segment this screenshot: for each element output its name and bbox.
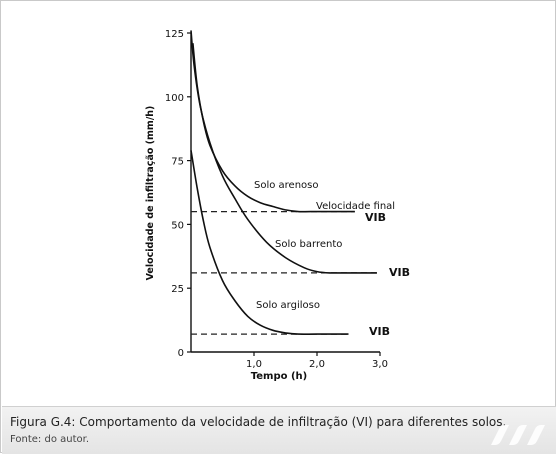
infiltration-chart: 0 25 50 75 100 125 1,0 2,0 3,0 Solo arenoso Velo… <box>145 29 410 382</box>
axes: 0 25 50 75 100 125 1,0 2,0 3,0 <box>165 29 388 370</box>
label-vib-1: VIB <box>365 211 386 224</box>
label-solo-arenoso: Solo arenoso <box>254 180 319 191</box>
curve-solo-argiloso <box>190 150 349 335</box>
y-tick-label: 25 <box>171 284 184 295</box>
label-solo-barrento: Solo barrento <box>275 239 342 250</box>
label-solo-argiloso: Solo argiloso <box>256 300 320 311</box>
label-vib-3: VIB <box>369 325 390 338</box>
labels: Solo arenoso Velocidade final Solo barre… <box>145 106 410 382</box>
x-tick-label: 1,0 <box>246 359 262 370</box>
x-tick-label: 2,0 <box>309 359 325 370</box>
x-axis-label: Tempo (h) <box>251 371 307 382</box>
curves <box>190 30 377 335</box>
y-tick-label: 100 <box>165 93 184 104</box>
label-velocidade-final: Velocidade final <box>316 201 395 212</box>
y-tick-label: 75 <box>171 157 184 168</box>
y-tick-label: 125 <box>165 29 184 40</box>
figure-area: 0 25 50 75 100 125 1,0 2,0 3,0 Solo arenoso Velo… <box>1 1 556 405</box>
y-axis-label: Velocidade de infiltração (mm/h) <box>145 106 156 281</box>
caption-bar: Figura G.4: Comportamento da velocidade … <box>2 406 556 454</box>
curve-solo-barrento <box>190 30 377 274</box>
decorative-stripes-icon <box>491 425 545 445</box>
caption-source: Fonte: do autor. <box>10 434 89 445</box>
x-tick-label: 3,0 <box>372 359 388 370</box>
label-vib-2: VIB <box>389 266 410 279</box>
y-tick-label: 50 <box>171 220 184 231</box>
caption-title: Figura G.4: Comportamento da velocidade … <box>10 415 507 429</box>
y-tick-label: 0 <box>178 348 184 359</box>
